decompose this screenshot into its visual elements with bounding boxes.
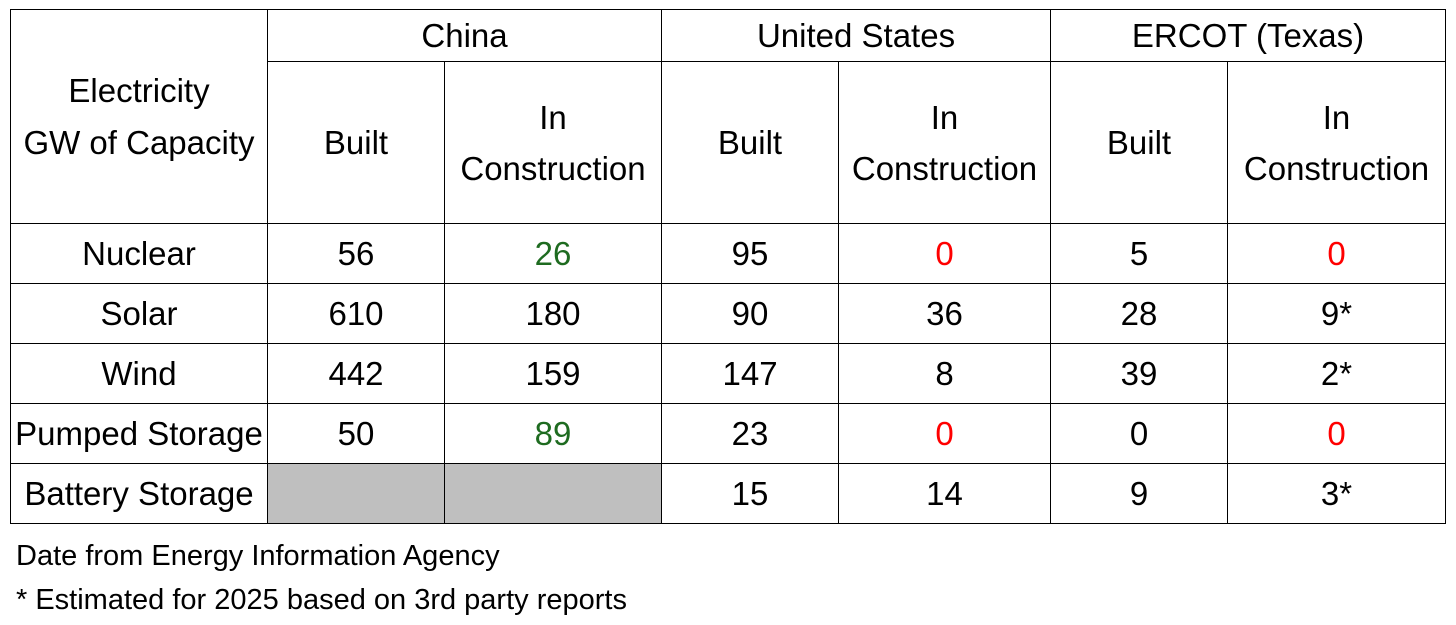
- cell-china-in-construction: 26: [443, 223, 663, 285]
- cell-ercot-built: 5: [1050, 223, 1229, 285]
- row-label-solar: Solar: [10, 283, 268, 345]
- subheader-in: In: [539, 98, 567, 136]
- cell-us-in-construction: 36: [838, 283, 1052, 345]
- subheader-built: Built: [267, 61, 445, 225]
- region-header-china: China: [266, 8, 663, 63]
- cell-ercot-in-construction: 0: [1227, 403, 1447, 465]
- cell-china-built: 50: [267, 403, 445, 465]
- subheader-construction: Construction: [460, 149, 646, 187]
- table-row: Solar 610 180 90 36 28 9*: [10, 283, 1447, 345]
- cell-china-in-construction: 180: [443, 283, 663, 345]
- cell-china-in-construction: 89: [443, 403, 663, 465]
- table-row: Wind 442 159 147 8 39 2*: [10, 343, 1447, 405]
- subheader-built: Built: [1050, 61, 1229, 225]
- cell-ercot-in-construction: 0: [1227, 223, 1447, 285]
- cell-china-in-construction: 159: [443, 343, 663, 405]
- cell-us-built: 15: [661, 463, 840, 525]
- subheader-construction: Construction: [1243, 149, 1430, 187]
- source-note: Date from Energy Information Agency: [16, 540, 500, 572]
- cell-us-built: 147: [661, 343, 840, 405]
- row-label-nuclear: Nuclear: [10, 223, 268, 285]
- cell-ercot-in-construction: 3*: [1227, 463, 1447, 525]
- table-row: Nuclear 56 26 95 0 5 0: [10, 223, 1447, 285]
- cell-us-built: 23: [661, 403, 840, 465]
- subheader-in: In: [930, 98, 959, 136]
- row-label-wind: Wind: [10, 343, 268, 405]
- cell-ercot-built: 0: [1050, 403, 1229, 465]
- cell-china-built-no-data: [267, 463, 445, 525]
- cell-us-in-construction: 0: [838, 223, 1052, 285]
- cell-us-in-construction: 14: [838, 463, 1052, 525]
- subheader-in-construction: In Construction: [1227, 61, 1447, 225]
- corner-label-line2: GW of Capacity: [23, 123, 255, 161]
- estimate-footnote: * Estimated for 2025 based on 3rd party …: [16, 584, 627, 616]
- cell-ercot-in-construction: 2*: [1227, 343, 1447, 405]
- row-label-battery-storage: Battery Storage: [10, 463, 268, 525]
- cell-ercot-built: 28: [1050, 283, 1229, 345]
- table-row: Battery Storage 15 14 9 3*: [10, 463, 1447, 525]
- region-header-united-states: United States: [661, 8, 1052, 63]
- footnotes: Date from Energy Information Agency * Es…: [16, 534, 627, 622]
- cell-ercot-built: 39: [1050, 343, 1229, 405]
- cell-us-in-construction: 0: [838, 403, 1052, 465]
- cell-ercot-built: 9: [1050, 463, 1229, 525]
- subheader-in-construction: In Construction: [443, 61, 663, 225]
- cell-china-built: 610: [267, 283, 445, 345]
- cell-us-built: 95: [661, 223, 840, 285]
- cell-china-in-construction-no-data: [443, 463, 663, 525]
- cell-us-in-construction: 8: [838, 343, 1052, 405]
- capacity-table: Electricity GW of Capacity China United …: [10, 8, 1447, 525]
- subheader-in-construction: In Construction: [838, 61, 1052, 225]
- cell-china-built: 442: [267, 343, 445, 405]
- cell-china-built: 56: [267, 223, 445, 285]
- region-header-ercot: ERCOT (Texas): [1050, 8, 1447, 63]
- corner-header: Electricity GW of Capacity: [10, 8, 268, 225]
- subheader-in: In: [1322, 98, 1351, 136]
- corner-label-line1: Electricity: [68, 72, 210, 110]
- cell-us-built: 90: [661, 283, 840, 345]
- row-label-pumped-storage: Pumped Storage: [10, 403, 268, 465]
- subheader-built: Built: [661, 61, 840, 225]
- table-row: Pumped Storage 50 89 23 0 0 0: [10, 403, 1447, 465]
- subheader-construction: Construction: [851, 149, 1038, 187]
- cell-ercot-in-construction: 9*: [1227, 283, 1447, 345]
